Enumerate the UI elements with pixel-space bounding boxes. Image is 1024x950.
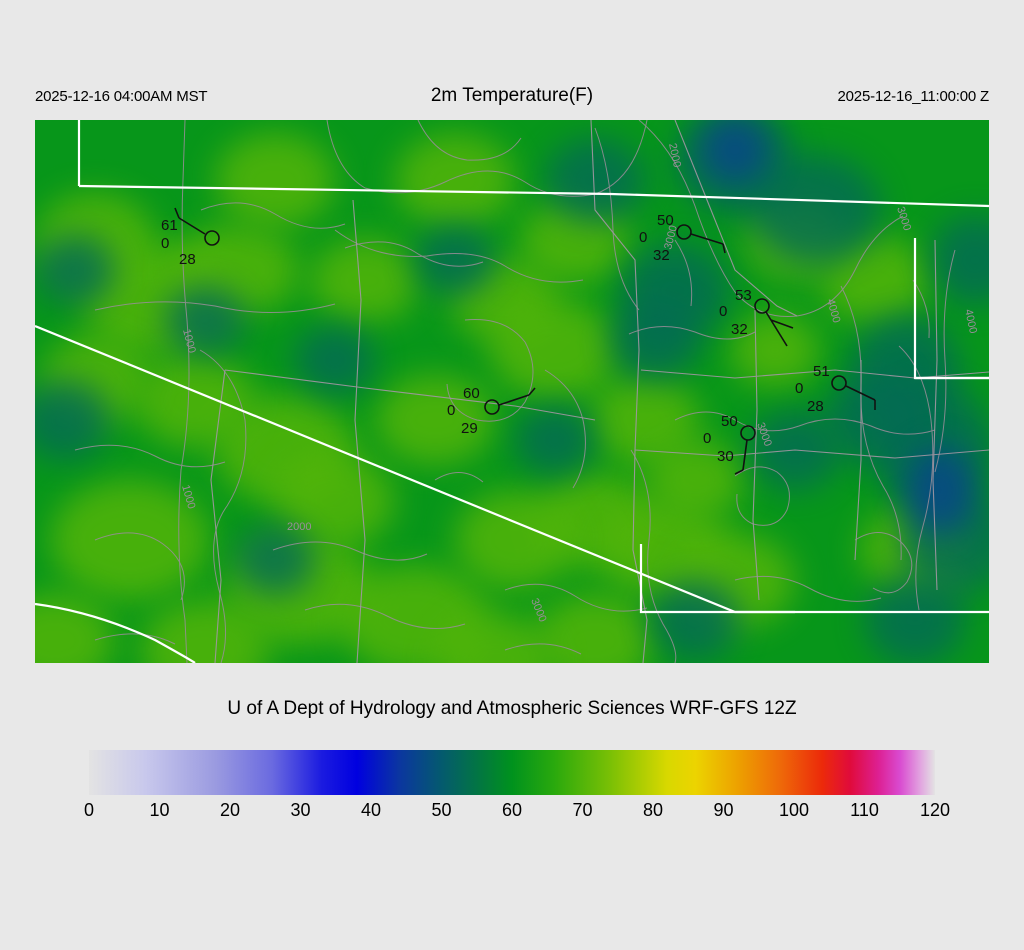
contour-labels: 1000 1000 2000 2000 3000 3000 3000 4000 … — [179, 142, 979, 624]
svg-text:1000: 1000 — [179, 484, 197, 511]
temperature-anomaly-blob — [865, 575, 965, 663]
valid-time-utc: 2025-12-16_11:00:00 Z — [837, 88, 990, 105]
colorbar-gradient — [89, 750, 935, 795]
svg-text:2000: 2000 — [287, 521, 311, 533]
footer-caption: U of A Dept of Hydrology and Atmospheric… — [227, 698, 797, 719]
temperature-anomaly-blob — [395, 132, 515, 228]
svg-text:28: 28 — [179, 251, 196, 268]
temperature-anomaly-blob — [700, 120, 770, 185]
svg-text:0: 0 — [795, 380, 803, 397]
svg-text:28: 28 — [807, 398, 824, 415]
temperature-anomaly-blob — [135, 352, 255, 448]
temperature-anomaly-blob — [645, 440, 745, 520]
svg-text:29: 29 — [461, 420, 478, 437]
svg-text:51: 51 — [813, 363, 830, 380]
station-plot: 60 0 29 — [447, 385, 536, 437]
colorbar-tick: 30 — [290, 800, 311, 820]
svg-text:3000: 3000 — [662, 224, 680, 251]
temperature-anomaly-blob — [295, 325, 375, 395]
svg-text:50: 50 — [721, 413, 738, 430]
temperature-anomaly-blob — [905, 445, 975, 535]
svg-text:3000: 3000 — [894, 205, 913, 232]
svg-text:32: 32 — [731, 321, 748, 338]
temperature-anomaly-blob — [310, 237, 420, 323]
svg-text:0: 0 — [161, 235, 169, 252]
svg-text:32: 32 — [653, 247, 670, 264]
station-plot: 53 0 32 — [719, 287, 794, 347]
state-boundaries — [35, 120, 989, 663]
temperature-anomaly-blob — [535, 592, 655, 663]
svg-text:2000: 2000 — [666, 142, 683, 168]
weather-map[interactable]: 1000 1000 2000 2000 3000 3000 3000 4000 … — [35, 120, 989, 663]
svg-text:3000: 3000 — [754, 421, 774, 448]
svg-text:4000: 4000 — [962, 308, 979, 334]
colorbar-tick: 10 — [149, 800, 170, 820]
temperature-anomaly-blob — [490, 300, 620, 400]
svg-text:0: 0 — [639, 229, 647, 246]
colorbar-tick: 100 — [778, 800, 810, 820]
colorbar-tick: 60 — [501, 800, 523, 820]
station-plot: 61 0 28 — [161, 207, 220, 268]
map-header: 2025-12-16 04:00AM MST 2m Temperature(F)… — [0, 85, 1024, 112]
station-plots: 61 0 28 50 0 32 53 0 32 — [161, 207, 876, 475]
colorbar-tick: 40 — [360, 800, 382, 820]
temperature-anomaly-blob — [215, 132, 335, 228]
station-plot: 50 0 30 — [703, 413, 756, 475]
colorbar-tick: 0 — [83, 800, 94, 820]
svg-text:30: 30 — [717, 448, 734, 465]
colorbar-tick: 50 — [431, 800, 452, 820]
svg-text:0: 0 — [447, 402, 455, 419]
station-plot: 50 0 32 — [639, 212, 726, 264]
colorbar-tick: 70 — [572, 800, 593, 820]
temperature-field — [35, 120, 989, 663]
colorbar-tick: 20 — [219, 800, 241, 820]
colorbar-tick: 110 — [850, 800, 879, 820]
temperature-anomaly-blob — [165, 285, 245, 355]
temperature-anomaly-blob — [415, 225, 495, 295]
valid-time-local: 2025-12-16 04:00AM MST — [35, 88, 208, 105]
temperature-anomaly-blob — [610, 300, 700, 380]
svg-text:4000: 4000 — [824, 298, 842, 325]
page-title: 2m Temperature(F) — [430, 85, 594, 106]
colorbar-tick: 80 — [642, 800, 664, 820]
temperature-anomaly-blob — [375, 375, 495, 465]
svg-text:50: 50 — [657, 212, 674, 229]
colorbar-tick-labels: 0 10 20 30 40 50 60 70 80 90 100 110 120 — [0, 800, 1024, 830]
colorbar-tick: 120 — [919, 800, 951, 820]
colorbar-panel: 0 10 20 30 40 50 60 70 80 90 100 110 120 — [0, 750, 1024, 870]
temperature-anomaly-blob — [35, 380, 110, 460]
svg-text:0: 0 — [719, 303, 727, 320]
station-plot: 51 0 28 — [795, 363, 876, 415]
svg-text:3000: 3000 — [528, 597, 548, 624]
temperature-anomaly-blob — [35, 235, 115, 305]
svg-text:0: 0 — [703, 430, 711, 447]
svg-text:61: 61 — [161, 217, 178, 234]
svg-text:60: 60 — [463, 385, 480, 402]
temperature-anomaly-blob — [650, 580, 740, 660]
svg-text:1000: 1000 — [180, 328, 198, 355]
map-overlays: 1000 1000 2000 2000 3000 3000 3000 4000 … — [35, 120, 989, 663]
temperature-anomaly-blob — [235, 525, 315, 595]
temperature-anomaly-blob — [750, 155, 880, 265]
temperature-anomaly-blob — [50, 480, 210, 600]
svg-text:53: 53 — [735, 287, 752, 304]
colorbar-tick: 90 — [713, 800, 734, 820]
